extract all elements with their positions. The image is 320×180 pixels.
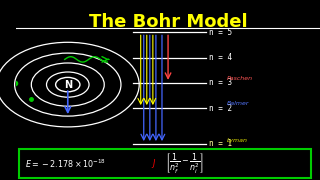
Text: $J$: $J$ xyxy=(151,157,157,170)
Text: n = 5: n = 5 xyxy=(209,28,232,37)
Text: Paschen: Paschen xyxy=(227,76,253,81)
Text: n = 3: n = 3 xyxy=(209,78,232,87)
Text: $E = -2.178 \times 10^{-18}$: $E = -2.178 \times 10^{-18}$ xyxy=(25,157,106,170)
Text: Lyman: Lyman xyxy=(227,138,248,143)
Text: Balmer: Balmer xyxy=(227,101,250,106)
Text: N: N xyxy=(64,80,72,90)
Text: n = 4: n = 4 xyxy=(209,53,232,62)
Text: n = 1: n = 1 xyxy=(209,140,232,148)
Text: n = 2: n = 2 xyxy=(209,103,232,112)
Text: The Bohr Model: The Bohr Model xyxy=(89,13,247,31)
Text: $\left[\dfrac{1}{n_f^2} - \dfrac{1}{n_i^2}\right]$: $\left[\dfrac{1}{n_f^2} - \dfrac{1}{n_i^… xyxy=(165,151,204,176)
